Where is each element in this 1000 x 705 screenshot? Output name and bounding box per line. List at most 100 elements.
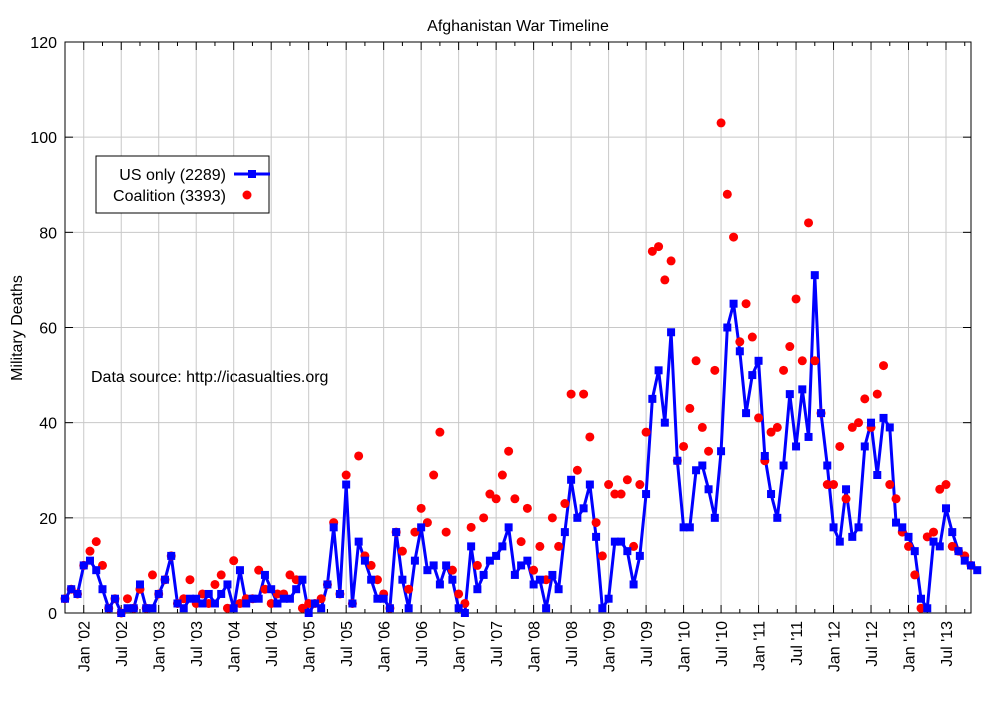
point-us (560, 528, 569, 537)
point-us (629, 580, 638, 589)
point-us (504, 523, 513, 532)
point-coalition (147, 570, 157, 580)
y-tick-label: 120 (30, 35, 57, 52)
point-coalition (666, 256, 676, 266)
point-coalition (516, 537, 526, 547)
point-us (823, 461, 832, 470)
legend: US only (2289) Coalition (3393) (95, 155, 270, 214)
point-us (798, 385, 807, 394)
point-us (379, 594, 388, 603)
point-coalition (716, 118, 726, 128)
point-coalition (654, 242, 664, 252)
point-us (785, 390, 794, 399)
point-us (229, 604, 238, 613)
point-us (648, 394, 657, 403)
point-coalition (429, 470, 439, 480)
x-tick-label: Jul '08 (564, 621, 581, 667)
x-tick-label: Jul '04 (264, 621, 281, 667)
point-coalition (85, 546, 95, 556)
point-us (598, 604, 607, 613)
point-coalition (554, 541, 564, 551)
point-coalition (610, 489, 620, 499)
point-coalition (285, 570, 295, 580)
point-coalition (660, 275, 670, 285)
point-us (67, 585, 76, 594)
point-coalition (766, 427, 776, 437)
point-us (135, 580, 144, 589)
point-us (179, 604, 188, 613)
point-us (98, 585, 107, 594)
point-us (392, 528, 401, 537)
point-us (192, 594, 201, 603)
point-coalition (210, 579, 220, 589)
point-coalition (466, 522, 476, 532)
point-us (373, 594, 382, 603)
point-coalition (772, 422, 782, 432)
point-us (948, 528, 957, 537)
point-us (842, 485, 851, 494)
point-coalition (729, 232, 739, 242)
x-tick-label: Jan '08 (527, 621, 544, 672)
legend-box (95, 155, 270, 214)
point-us (617, 537, 626, 546)
point-us (654, 366, 663, 375)
point-us (279, 594, 288, 603)
point-us (873, 471, 882, 480)
point-us (585, 480, 594, 489)
point-us (579, 504, 588, 513)
x-tick-label: Jan '13 (902, 621, 919, 672)
point-us (398, 575, 407, 584)
point-coalition (522, 503, 532, 513)
point-us (529, 580, 538, 589)
point-coalition (679, 441, 689, 451)
point-coalition (535, 541, 545, 551)
point-us (485, 556, 494, 565)
point-us (567, 475, 576, 484)
point-us (760, 451, 769, 460)
point-us (298, 575, 307, 584)
point-coalition (597, 551, 607, 561)
point-coalition (941, 480, 951, 490)
point-us (385, 604, 394, 613)
point-coalition (741, 299, 751, 309)
point-us (710, 513, 719, 522)
x-tick-label: Jan '11 (752, 621, 769, 671)
point-coalition (785, 342, 795, 352)
point-coalition (404, 584, 414, 594)
legend-marker-coalition (242, 190, 252, 200)
point-us (479, 570, 488, 579)
point-coalition (579, 389, 589, 399)
point-coalition (697, 422, 707, 432)
point-us (342, 480, 351, 489)
point-us (742, 409, 751, 418)
point-us (960, 556, 969, 565)
x-tick-label: Jul '11 (789, 621, 806, 666)
point-us (454, 604, 463, 613)
point-coalition (891, 494, 901, 504)
point-us (517, 561, 526, 570)
x-tick-label: Jan '02 (77, 621, 94, 672)
point-us (729, 299, 738, 308)
point-us (510, 570, 519, 579)
point-us (248, 594, 257, 603)
point-us (442, 561, 451, 570)
point-us (792, 442, 801, 451)
point-us (848, 532, 857, 541)
y-tick-label: 60 (39, 321, 57, 338)
point-us (892, 518, 901, 527)
point-us (773, 513, 782, 522)
point-coalition (722, 189, 732, 199)
point-coalition (647, 246, 657, 256)
point-us (410, 556, 419, 565)
point-us (354, 537, 363, 546)
point-coalition (804, 218, 814, 228)
point-coalition (416, 503, 426, 513)
point-us (185, 594, 194, 603)
point-coalition (435, 427, 445, 437)
point-us (348, 599, 357, 608)
x-tick-label: Jan '06 (377, 621, 394, 672)
point-us (360, 556, 369, 565)
x-tick-label: Jul '06 (414, 621, 431, 667)
x-tick-label: Jul '07 (489, 621, 506, 667)
